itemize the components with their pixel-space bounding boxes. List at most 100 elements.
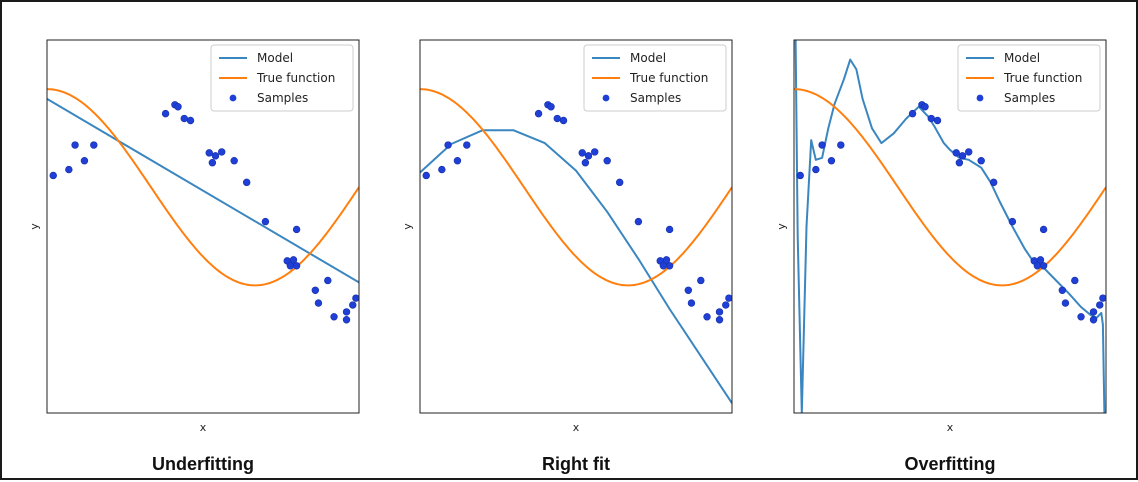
sample-point bbox=[261, 217, 270, 226]
sample-point bbox=[908, 109, 917, 118]
sample-point bbox=[80, 157, 89, 165]
axes-frame bbox=[793, 39, 1107, 414]
underfitting-caption: Underfitting bbox=[152, 454, 254, 474]
overfitting-chart: x y Model True function Samples bbox=[775, 39, 1107, 434]
legend-model-label: Model bbox=[1004, 51, 1040, 65]
sample-point bbox=[1039, 262, 1048, 270]
x-axis-label: x bbox=[200, 421, 207, 434]
sample-point bbox=[634, 217, 643, 226]
overfitting-caption: Overfitting bbox=[904, 454, 996, 474]
sample-point bbox=[174, 103, 182, 111]
sample-point bbox=[1036, 256, 1045, 264]
sample-point bbox=[703, 313, 711, 321]
sample-point bbox=[578, 149, 586, 157]
sample-point bbox=[534, 109, 543, 118]
sample-point bbox=[958, 152, 967, 160]
right-fit-caption: Right fit bbox=[542, 454, 610, 474]
y-axis-label: y bbox=[28, 223, 41, 230]
sample-point bbox=[547, 103, 555, 111]
sample-point bbox=[921, 103, 929, 111]
sample-point bbox=[1058, 286, 1067, 295]
sample-point bbox=[324, 276, 332, 285]
legend-box bbox=[210, 44, 354, 112]
sample-point bbox=[342, 316, 351, 324]
legend-true-function-label: True function bbox=[1003, 71, 1082, 85]
sample-point bbox=[553, 114, 561, 123]
plot-area bbox=[794, 40, 1106, 413]
legend-box bbox=[583, 44, 727, 112]
sample-point bbox=[687, 299, 696, 307]
sample-point bbox=[422, 171, 430, 180]
sample-point bbox=[715, 308, 724, 316]
legend-model-label: Model bbox=[630, 51, 666, 65]
sample-point bbox=[218, 148, 226, 156]
sample-point bbox=[289, 256, 298, 264]
sample-point bbox=[591, 148, 599, 156]
sample-point bbox=[242, 178, 251, 187]
legend-samples-label: Samples bbox=[257, 91, 308, 105]
legend-samples-swatch bbox=[602, 94, 610, 102]
sample-point bbox=[837, 141, 845, 149]
sample-point bbox=[311, 286, 320, 295]
sample-point bbox=[208, 158, 217, 167]
sample-point bbox=[662, 256, 671, 264]
legend-model-label: Model bbox=[257, 51, 293, 65]
sample-point bbox=[965, 148, 973, 156]
sample-point bbox=[615, 178, 624, 187]
legend: Model True function Samples bbox=[210, 44, 354, 112]
y-axis-label: y bbox=[401, 223, 414, 230]
legend-samples-label: Samples bbox=[1004, 91, 1055, 105]
sample-point bbox=[715, 316, 724, 324]
sample-point bbox=[1099, 294, 1106, 302]
sample-point bbox=[952, 149, 960, 157]
sample-point bbox=[796, 171, 804, 180]
x-axis-label: x bbox=[573, 421, 580, 434]
plot-area bbox=[47, 88, 359, 324]
right-fit-chart: x y Model True function Samples bbox=[401, 39, 733, 434]
sample-point bbox=[818, 141, 826, 149]
legend: Model True function Samples bbox=[957, 44, 1101, 112]
sample-point bbox=[71, 141, 79, 149]
y-axis-label: y bbox=[775, 223, 788, 230]
sample-point bbox=[161, 109, 170, 118]
sample-point bbox=[330, 313, 338, 321]
sample-point bbox=[697, 276, 705, 285]
sample-point bbox=[438, 165, 446, 174]
sample-points bbox=[422, 101, 732, 324]
underfitting-chart: x y Model True function Samples bbox=[28, 39, 360, 434]
sample-point bbox=[342, 308, 351, 316]
sample-point bbox=[463, 141, 471, 149]
sample-point bbox=[955, 158, 964, 167]
axes-frame bbox=[419, 39, 733, 414]
sample-point bbox=[584, 152, 593, 160]
sample-point bbox=[812, 165, 820, 174]
sample-point bbox=[230, 157, 238, 165]
sample-point bbox=[603, 157, 611, 165]
sample-point bbox=[722, 301, 730, 309]
sample-point bbox=[665, 225, 674, 234]
sample-point bbox=[933, 116, 942, 125]
sample-point bbox=[977, 157, 985, 165]
true-function-line bbox=[420, 88, 732, 287]
x-axis-label: x bbox=[947, 421, 954, 434]
legend-true-function-label: True function bbox=[629, 71, 708, 85]
legend-samples-swatch bbox=[229, 94, 237, 102]
sample-points bbox=[796, 101, 1106, 324]
sample-point bbox=[1089, 308, 1098, 316]
sample-point bbox=[292, 262, 301, 270]
sample-point bbox=[205, 149, 213, 157]
sample-point bbox=[1077, 313, 1085, 321]
legend-true-function-label: True function bbox=[256, 71, 335, 85]
sample-point bbox=[1071, 276, 1079, 285]
sample-point bbox=[684, 286, 693, 295]
sample-point bbox=[90, 141, 98, 149]
sample-points bbox=[49, 101, 359, 324]
sample-point bbox=[1089, 316, 1098, 324]
sample-point bbox=[927, 114, 935, 123]
sample-point bbox=[559, 116, 568, 125]
legend-box bbox=[957, 44, 1101, 112]
sample-point bbox=[444, 141, 452, 149]
model-line bbox=[420, 129, 732, 404]
sample-point bbox=[581, 158, 590, 167]
